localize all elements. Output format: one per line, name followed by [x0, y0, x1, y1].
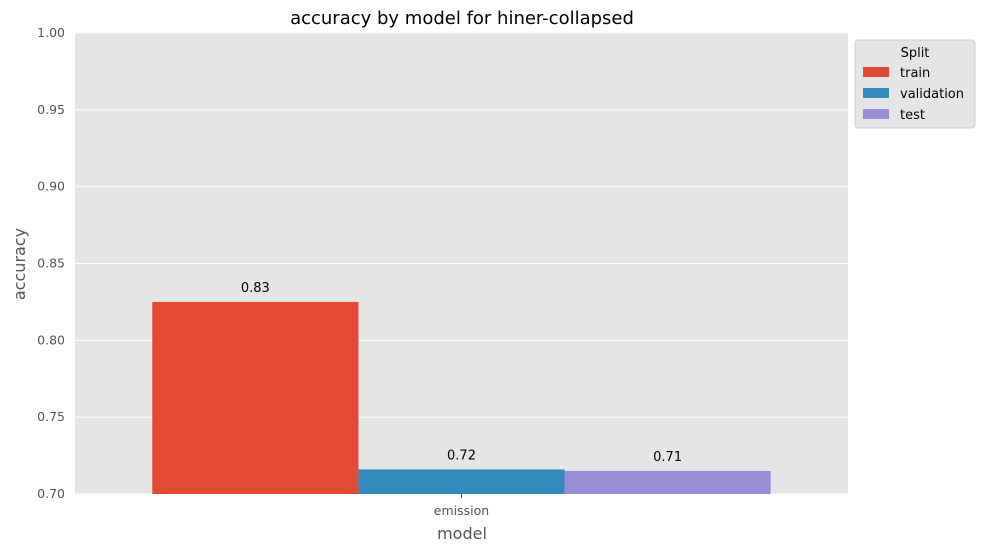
legend-label-test: test: [900, 108, 925, 123]
y-tick-label: 0.75: [37, 409, 65, 424]
y-tick-label: 0.70: [37, 486, 65, 501]
legend-label-train: train: [900, 66, 930, 81]
y-tick-label: 0.80: [37, 332, 65, 347]
x-axis-label: model: [437, 524, 487, 543]
bar-test: [564, 470, 771, 494]
legend: Split train validation test: [854, 39, 976, 129]
x-tick-label: emission: [434, 503, 489, 518]
y-tick-label: 0.85: [37, 256, 65, 271]
y-tick-label: 1.00: [37, 25, 65, 40]
x-axis-ticks: emission: [434, 494, 489, 518]
bar-train: [152, 301, 359, 494]
legend-label-validation: validation: [900, 87, 964, 102]
legend-box: [854, 39, 976, 129]
y-axis-label: accuracy: [10, 228, 29, 300]
y-tick-label: 0.95: [37, 102, 65, 117]
bar-value-label: 0.71: [653, 450, 682, 465]
legend-swatch-train: [863, 67, 889, 77]
legend-title: Split: [901, 46, 930, 61]
bar-validation: [358, 469, 565, 494]
chart-title: accuracy by model for hiner-collapsed: [290, 8, 634, 29]
legend-swatch-validation: [863, 88, 889, 98]
bars: [152, 301, 771, 494]
y-tick-label: 0.90: [37, 179, 65, 194]
bar-value-label: 0.72: [447, 448, 476, 463]
bar-labels: 0.83 0.72 0.71: [241, 281, 682, 465]
legend-swatch-test: [863, 109, 889, 119]
y-axis-ticks: 0.70 0.75 0.80 0.85 0.90 0.95 1.00: [37, 25, 65, 501]
bar-value-label: 0.83: [241, 281, 270, 296]
